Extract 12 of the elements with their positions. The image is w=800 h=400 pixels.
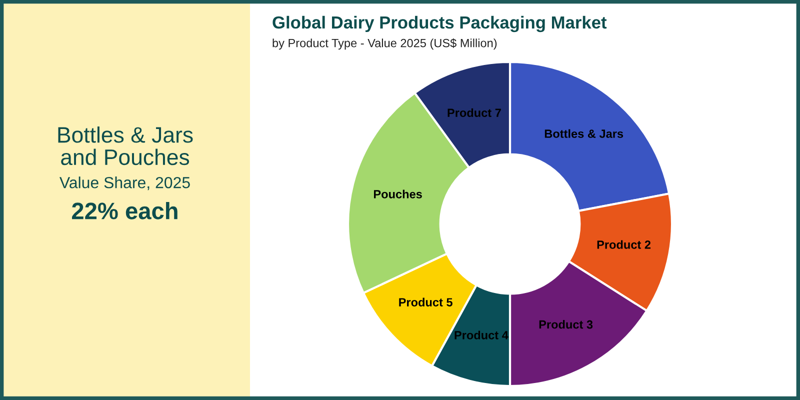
text: Bottles & Jars and Pouches <box>58 126 193 166</box>
slice-label: Product 2 <box>597 240 651 249</box>
slice-label: Bottles & Jars <box>544 129 624 138</box>
slice-label: Product 3 <box>539 320 593 329</box>
slice-label: Pouches <box>374 190 422 198</box>
text: 22% each <box>72 202 178 220</box>
slice-label: Product 4 <box>454 330 508 340</box>
slice-label: Product 5 <box>399 298 452 306</box>
text: Value Share, 2025 <box>60 176 190 190</box>
chart-title: Global Dairy Products Packaging Market <box>272 16 607 32</box>
slice-label: Product 7 <box>448 108 501 118</box>
chart-subtitle: by Product Type - Value 2025 (US$ Million) <box>272 38 497 50</box>
